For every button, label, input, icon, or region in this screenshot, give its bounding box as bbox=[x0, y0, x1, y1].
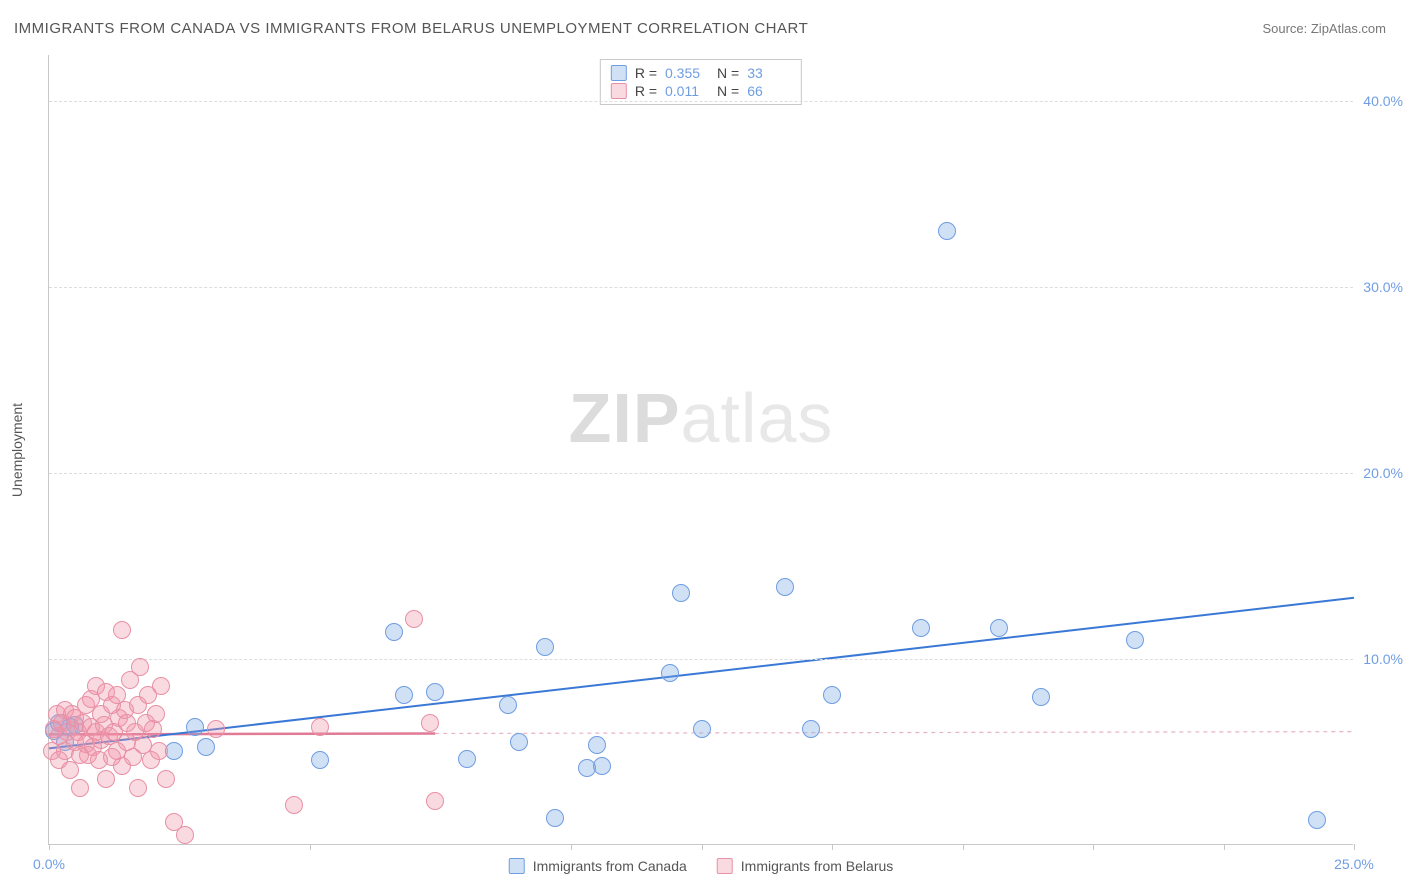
r-value-canada: 0.355 bbox=[665, 65, 709, 81]
legend-item-canada: Immigrants from Canada bbox=[509, 858, 687, 874]
data-point-canada bbox=[823, 686, 841, 704]
correlation-stats-box: R = 0.355 N = 33 R = 0.011 N = 66 bbox=[600, 59, 802, 105]
source-attribution: Source: ZipAtlas.com bbox=[1262, 21, 1386, 36]
legend-item-belarus: Immigrants from Belarus bbox=[717, 858, 893, 874]
y-tick-label: 10.0% bbox=[1359, 651, 1403, 667]
data-point-canada bbox=[802, 720, 820, 738]
swatch-canada bbox=[611, 65, 627, 81]
legend-swatch-belarus bbox=[717, 858, 733, 874]
data-point-belarus bbox=[147, 705, 165, 723]
data-point-belarus bbox=[311, 718, 329, 736]
r-value-belarus: 0.011 bbox=[665, 83, 709, 99]
n-value-belarus: 66 bbox=[747, 83, 791, 99]
data-point-belarus bbox=[207, 720, 225, 738]
data-point-belarus bbox=[129, 779, 147, 797]
data-point-canada bbox=[693, 720, 711, 738]
data-point-canada bbox=[938, 222, 956, 240]
legend-label-canada: Immigrants from Canada bbox=[533, 858, 687, 874]
data-point-canada bbox=[385, 623, 403, 641]
y-axis-title: Unemployment bbox=[9, 402, 25, 496]
x-tick bbox=[310, 844, 311, 850]
data-point-belarus bbox=[131, 658, 149, 676]
gridline-h bbox=[49, 101, 1353, 102]
y-tick-label: 40.0% bbox=[1359, 93, 1403, 109]
x-tick-label: 25.0% bbox=[1334, 856, 1374, 872]
x-tick bbox=[571, 844, 572, 850]
data-point-belarus bbox=[150, 742, 168, 760]
y-tick-label: 20.0% bbox=[1359, 465, 1403, 481]
data-point-belarus bbox=[113, 621, 131, 639]
n-value-canada: 33 bbox=[747, 65, 791, 81]
source-name: ZipAtlas.com bbox=[1311, 21, 1386, 36]
x-tick bbox=[963, 844, 964, 850]
data-point-belarus bbox=[285, 796, 303, 814]
trend-line bbox=[435, 732, 1354, 734]
stats-row-belarus: R = 0.011 N = 66 bbox=[611, 82, 791, 100]
data-point-belarus bbox=[97, 770, 115, 788]
stats-row-canada: R = 0.355 N = 33 bbox=[611, 64, 791, 82]
n-label: N = bbox=[717, 65, 739, 81]
data-point-belarus bbox=[426, 792, 444, 810]
x-tick bbox=[1093, 844, 1094, 850]
data-point-belarus bbox=[157, 770, 175, 788]
data-point-canada bbox=[458, 750, 476, 768]
data-point-canada bbox=[661, 664, 679, 682]
x-tick bbox=[832, 844, 833, 850]
data-point-canada bbox=[990, 619, 1008, 637]
data-point-canada bbox=[588, 736, 606, 754]
data-point-canada bbox=[593, 757, 611, 775]
n-label: N = bbox=[717, 83, 739, 99]
x-tick bbox=[1354, 844, 1355, 850]
source-prefix: Source: bbox=[1262, 21, 1310, 36]
data-point-belarus bbox=[71, 779, 89, 797]
y-tick-label: 30.0% bbox=[1359, 279, 1403, 295]
legend-swatch-canada bbox=[509, 858, 525, 874]
data-point-canada bbox=[426, 683, 444, 701]
swatch-belarus bbox=[611, 83, 627, 99]
data-point-belarus bbox=[61, 761, 79, 779]
data-point-canada bbox=[536, 638, 554, 656]
gridline-h bbox=[49, 473, 1353, 474]
data-point-canada bbox=[776, 578, 794, 596]
data-point-belarus bbox=[405, 610, 423, 628]
scatter-plot-area: Unemployment ZIPatlas R = 0.355 N = 33 R… bbox=[48, 55, 1353, 845]
data-point-canada bbox=[1032, 688, 1050, 706]
data-point-canada bbox=[1308, 811, 1326, 829]
data-point-canada bbox=[672, 584, 690, 602]
data-point-canada bbox=[510, 733, 528, 751]
data-point-belarus bbox=[152, 677, 170, 695]
gridline-h bbox=[49, 287, 1353, 288]
r-label: R = bbox=[635, 83, 657, 99]
r-label: R = bbox=[635, 65, 657, 81]
data-point-canada bbox=[186, 718, 204, 736]
data-point-canada bbox=[912, 619, 930, 637]
x-tick-label: 0.0% bbox=[33, 856, 65, 872]
data-point-canada bbox=[1126, 631, 1144, 649]
data-point-canada bbox=[395, 686, 413, 704]
x-tick bbox=[1224, 844, 1225, 850]
data-point-canada bbox=[311, 751, 329, 769]
data-point-canada bbox=[165, 742, 183, 760]
gridline-h bbox=[49, 659, 1353, 660]
series-legend: Immigrants from Canada Immigrants from B… bbox=[509, 858, 894, 874]
data-point-canada bbox=[499, 696, 517, 714]
data-point-belarus bbox=[176, 826, 194, 844]
x-tick bbox=[702, 844, 703, 850]
x-tick bbox=[49, 844, 50, 850]
data-point-canada bbox=[197, 738, 215, 756]
data-point-belarus bbox=[421, 714, 439, 732]
legend-label-belarus: Immigrants from Belarus bbox=[741, 858, 893, 874]
data-point-canada bbox=[546, 809, 564, 827]
chart-title: IMMIGRANTS FROM CANADA VS IMMIGRANTS FRO… bbox=[14, 20, 808, 37]
